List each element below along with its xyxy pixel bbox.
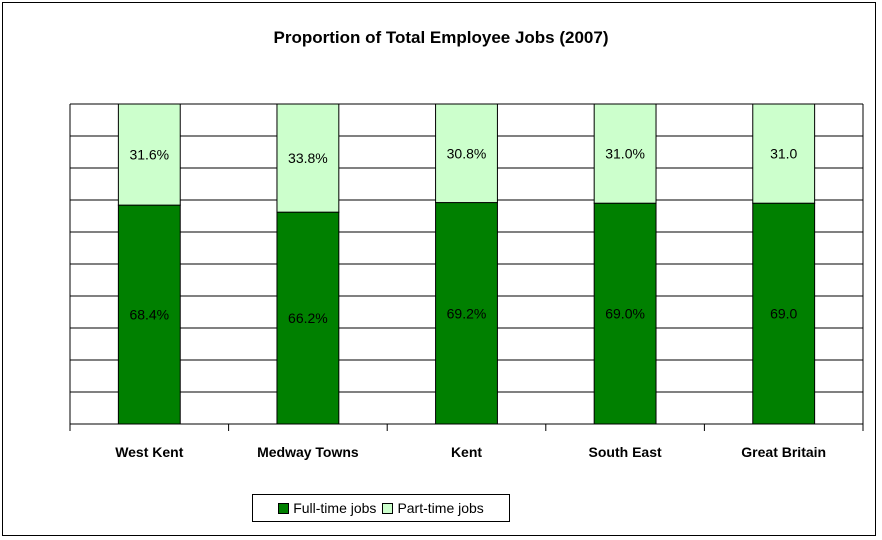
bar-part-time [117,103,181,206]
bar-full-time [276,211,340,425]
legend-item-full-time: Full-time jobs [278,500,376,516]
legend-swatch-full-time [278,502,290,514]
chart-title: Proportion of Total Employee Jobs (2007) [273,28,609,47]
data-label-part-time: 31.0% [605,146,645,162]
data-label-part-time: 31.6% [129,147,169,163]
bar-part-time [276,103,340,213]
legend: Full-time jobs Part-time jobs [252,494,510,522]
data-label-part-time: 31.0 [770,146,797,162]
bar-full-time [435,202,498,425]
bar-part-time [435,103,498,204]
x-tick-label: South East [589,444,662,460]
data-label-full-time: 69.0% [605,306,645,322]
bar-part-time [593,103,657,204]
data-label-part-time: 30.8% [447,145,487,161]
data-label-part-time: 33.8% [288,150,328,166]
x-tick-label: West Kent [115,444,184,460]
data-label-full-time: 69.0 [770,306,797,322]
bar-full-time [593,202,657,425]
data-label-full-time: 66.2% [288,310,328,326]
x-tick-label: Kent [451,444,482,460]
data-label-full-time: 68.4% [129,307,169,323]
legend-label-full-time: Full-time jobs [293,500,377,516]
bar-full-time [752,202,816,425]
legend-swatch-part-time [382,502,394,514]
bar-part-time [752,103,816,204]
legend-item-part-time: Part-time jobs [382,500,484,516]
data-label-full-time: 69.2% [447,305,487,321]
legend-label-part-time: Part-time jobs [397,500,484,516]
x-tick-label: Great Britain [741,444,826,460]
x-tick-label: Medway Towns [257,444,359,460]
